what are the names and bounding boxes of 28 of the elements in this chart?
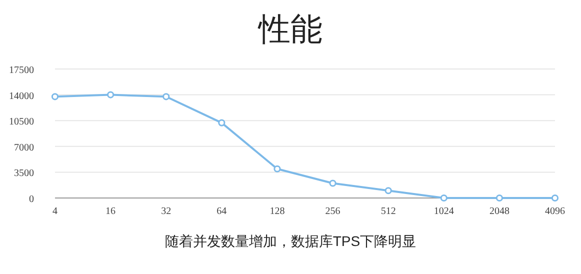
y-tick-label: 3500 (14, 168, 34, 180)
x-tick-label: 4 (52, 206, 58, 217)
chart-title: 性能 (258, 11, 322, 47)
y-tick-label: 17500 (9, 65, 34, 76)
x-tick-label: 64 (216, 206, 227, 217)
x-tick-label: 512 (380, 206, 396, 217)
x-tick-label: 2048 (489, 206, 510, 217)
x-tick-label: 256 (325, 206, 340, 217)
point (274, 165, 281, 172)
x-tick-label: 32 (161, 206, 172, 217)
y-tick-label: 14000 (9, 90, 34, 102)
y-tick-label: 10500 (9, 116, 34, 128)
point (329, 180, 336, 187)
text: 随着并发数量增加，数据库TPS下降明显 (164, 233, 416, 249)
point (162, 93, 170, 100)
x-tick-label: 128 (270, 206, 285, 217)
point (496, 194, 503, 202)
point (551, 194, 559, 202)
x-tick-label: 16 (106, 206, 116, 217)
point (384, 187, 392, 194)
y-tick-label: 7000 (14, 142, 34, 154)
x-tick-label: 1024 (434, 206, 454, 217)
y-tick-label: 0 (29, 194, 34, 205)
point (218, 119, 226, 126)
point (51, 93, 59, 100)
point (440, 194, 448, 202)
point (107, 91, 114, 98)
x-tick-label: 4096 (545, 206, 565, 217)
